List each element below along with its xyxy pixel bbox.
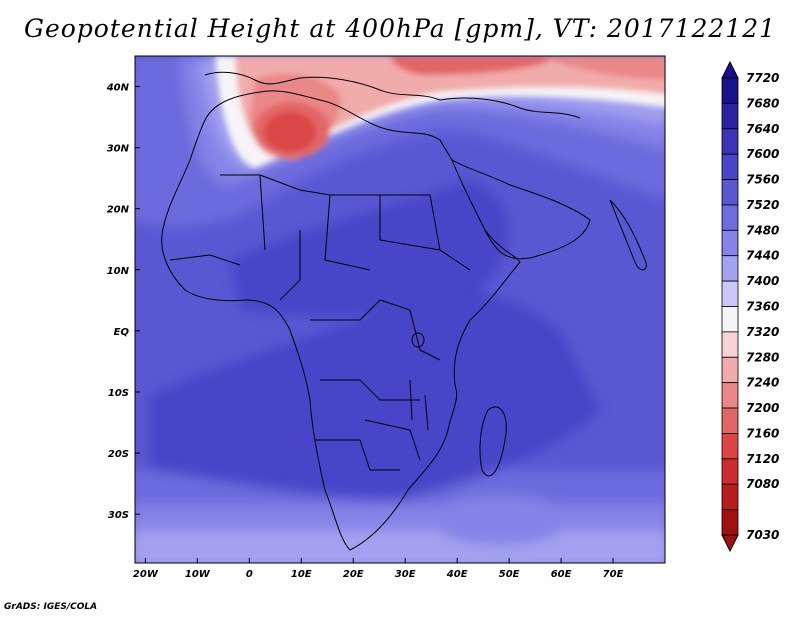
y-tick-label: EQ <box>114 327 130 338</box>
chart-title: Geopotential Height at 400hPa [gpm], VT:… <box>23 14 777 43</box>
colorbar-swatch <box>721 306 739 333</box>
colorbar-label: 7640 <box>746 122 779 136</box>
map-frame <box>134 55 666 564</box>
x-tick-label: 30E <box>395 569 416 580</box>
colorbar-label: 7440 <box>746 249 779 263</box>
x-tick-label: 20W <box>133 569 159 580</box>
y-tick-label: 30N <box>107 144 130 155</box>
colorbar-swatch <box>721 483 739 511</box>
colorbar-swatch <box>721 433 739 460</box>
x-tick-label: 10W <box>185 569 211 580</box>
x-axis: 20W 10W 0 10E 20E 30E 40E 50E 60E 70E <box>133 558 624 580</box>
colorbar-swatch <box>721 356 739 384</box>
colorbar-label: 7080 <box>746 477 779 491</box>
y-tick-label: 40N <box>106 83 130 94</box>
y-tick-label: 20N <box>107 205 130 216</box>
colorbar-swatch <box>721 255 739 282</box>
colorbar-label: 7120 <box>746 452 779 466</box>
colorbar-label: 7600 <box>746 147 779 161</box>
y-tick-label: 30S <box>108 510 129 521</box>
colorbar-swatch <box>721 280 739 307</box>
colorbar-swatch <box>721 102 739 130</box>
colorbar-swatch <box>721 331 739 358</box>
colorbar-swatch <box>721 458 739 485</box>
height-field <box>135 56 665 563</box>
y-tick-label: 10S <box>108 388 129 399</box>
colorbar-label: 7030 <box>746 528 779 542</box>
colorbar-label: 7480 <box>746 223 779 237</box>
x-tick-label: 60E <box>551 569 572 580</box>
colorbar-label: 7240 <box>746 376 779 390</box>
colorbar-label: 7280 <box>746 350 779 364</box>
colorbar-top-arrow <box>721 60 739 79</box>
colorbar-swatch <box>721 382 739 409</box>
colorbar-swatch <box>721 204 739 231</box>
colorbar-label: 7160 <box>746 426 779 440</box>
colorbar-label: 7560 <box>746 173 779 187</box>
y-tick-label: 10N <box>107 266 130 277</box>
colorbar-swatch <box>721 128 739 155</box>
colorbar-label: 7200 <box>746 401 779 415</box>
coastlines <box>161 71 647 551</box>
colorbar-label: 7400 <box>746 274 779 288</box>
colorbar-label: 7320 <box>746 325 779 339</box>
x-tick-label: 40E <box>446 569 468 580</box>
colorbar-swatch <box>721 509 739 536</box>
x-tick-label: 20E <box>343 569 364 580</box>
y-tick-label: 20S <box>108 449 129 460</box>
colorbar-swatch <box>721 179 739 206</box>
x-tick-label: 70E <box>603 569 624 580</box>
y-axis: 40N 30N 20N 10N EQ 10S 20S 30S <box>106 83 140 521</box>
x-tick-label: 50E <box>499 569 520 580</box>
x-tick-label: 0 <box>246 569 253 580</box>
colorbar-label: 7520 <box>746 198 779 212</box>
colorbar-swatch <box>721 77 739 104</box>
footer-credit: GrADS: IGES/COLA <box>4 602 98 612</box>
colorbar-label: 7360 <box>746 300 779 314</box>
colorbar-label: 7720 <box>746 71 779 85</box>
colorbar-swatch <box>721 407 739 434</box>
lakes <box>409 332 429 431</box>
x-tick-label: 10E <box>291 569 312 580</box>
colorbar-label: 7680 <box>746 96 779 110</box>
colorbar-swatch <box>721 153 739 180</box>
colorbar-bottom-arrow <box>721 534 739 553</box>
colorbar-swatch <box>721 229 739 257</box>
